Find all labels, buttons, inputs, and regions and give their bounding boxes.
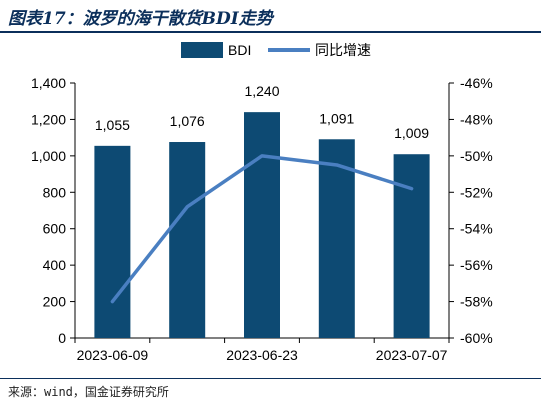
x-tick-label: 2023-06-23 bbox=[226, 347, 298, 363]
x-tick-label: 2023-06-09 bbox=[77, 347, 149, 363]
y-left-tick-label: 1,000 bbox=[31, 148, 66, 164]
y-left-tick-label: 1,400 bbox=[31, 75, 66, 91]
bar-data-label: 1,091 bbox=[319, 110, 354, 126]
bar-data-label: 1,240 bbox=[244, 83, 279, 99]
y-right-tick-label: -52% bbox=[460, 184, 493, 200]
y-right-tick-label: -54% bbox=[460, 221, 493, 237]
source-note: 来源：wind，国金证券研究所 bbox=[8, 385, 169, 399]
bar-bdi bbox=[169, 142, 206, 338]
y-left-tick-label: 600 bbox=[43, 221, 67, 237]
bar-data-label: 1,009 bbox=[394, 125, 429, 141]
bar-bdi bbox=[244, 112, 280, 339]
title-divider bbox=[0, 31, 541, 33]
y-right-tick-label: -58% bbox=[460, 294, 493, 310]
y-left-tick-label: 0 bbox=[58, 330, 66, 346]
bar-bdi bbox=[94, 145, 131, 338]
y-right-tick-label: -60% bbox=[460, 330, 493, 346]
bar-bdi bbox=[318, 139, 355, 338]
bar-data-label: 1,055 bbox=[95, 117, 130, 133]
bar-bdi bbox=[393, 154, 430, 338]
y-right-tick-label: -48% bbox=[460, 111, 493, 127]
y-right-tick-label: -56% bbox=[460, 257, 493, 273]
legend-swatch-bdi bbox=[181, 42, 223, 58]
y-left-tick-label: 400 bbox=[43, 257, 67, 273]
y-left-tick-label: 200 bbox=[43, 294, 67, 310]
legend-label-yoy: 同比增速 bbox=[315, 42, 371, 58]
footer-divider bbox=[0, 378, 541, 379]
legend-label-bdi: BDI bbox=[228, 42, 251, 58]
y-left-tick-label: 1,200 bbox=[31, 111, 66, 127]
x-tick-label: 2023-07-07 bbox=[376, 347, 448, 363]
y-right-tick-label: -46% bbox=[460, 75, 493, 91]
bar-data-label: 1,076 bbox=[170, 113, 205, 129]
chart-title: 图表17：波罗的海干散货BDI走势 bbox=[8, 9, 273, 29]
y-right-tick-label: -50% bbox=[460, 148, 493, 164]
line-yoy bbox=[110, 154, 414, 304]
y-left-tick-label: 800 bbox=[43, 184, 67, 200]
